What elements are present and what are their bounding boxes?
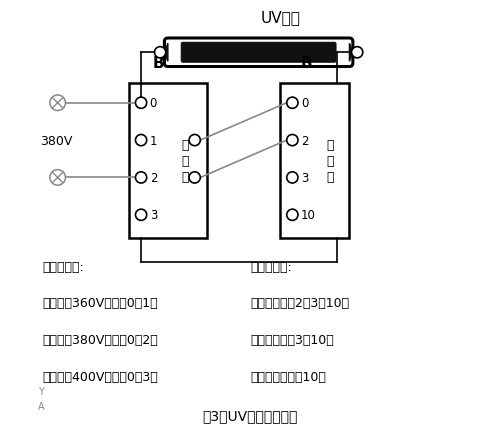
- Text: 当用弱光时，接10端: 当用弱光时，接10端: [250, 370, 326, 383]
- Circle shape: [136, 98, 146, 109]
- Text: B: B: [152, 56, 164, 70]
- Circle shape: [286, 172, 298, 184]
- Circle shape: [189, 135, 200, 146]
- FancyBboxPatch shape: [182, 43, 336, 63]
- Bar: [129, 83, 207, 239]
- Text: 当用中光时，3、10端: 当用中光时，3、10端: [250, 333, 334, 346]
- FancyBboxPatch shape: [164, 39, 353, 67]
- Text: B: B: [300, 56, 312, 70]
- Text: 变压器端子:: 变压器端子:: [42, 260, 84, 273]
- Text: 380V: 380V: [40, 134, 72, 147]
- Text: 当电压在360V时，接0、1端: 当电压在360V时，接0、1端: [42, 297, 158, 310]
- Circle shape: [286, 98, 298, 109]
- Text: 0: 0: [150, 97, 157, 110]
- Bar: [280, 83, 349, 239]
- Text: 电
容
器: 电 容 器: [326, 138, 334, 184]
- Text: 变
压
器: 变 压 器: [181, 138, 188, 184]
- Circle shape: [352, 48, 363, 59]
- Circle shape: [154, 48, 166, 59]
- Polygon shape: [350, 44, 352, 62]
- Text: 图3：UV灯接线示意图: 图3：UV灯接线示意图: [202, 408, 298, 422]
- Text: A: A: [38, 401, 45, 411]
- Text: 3: 3: [301, 171, 308, 184]
- Circle shape: [50, 96, 66, 111]
- Text: 2: 2: [150, 171, 157, 184]
- Text: 当用强光时，2、3、10端: 当用强光时，2、3、10端: [250, 297, 349, 310]
- Circle shape: [136, 210, 146, 221]
- Circle shape: [286, 135, 298, 146]
- Circle shape: [286, 210, 298, 221]
- Text: 3: 3: [150, 209, 157, 222]
- Text: Y: Y: [38, 386, 44, 396]
- Circle shape: [189, 172, 200, 184]
- Circle shape: [50, 170, 66, 186]
- Text: 10: 10: [301, 209, 316, 222]
- Text: 当电压在400V时，接0、3端: 当电压在400V时，接0、3端: [42, 370, 158, 383]
- Polygon shape: [166, 44, 168, 62]
- Text: 当电压在380V时，接0、2端: 当电压在380V时，接0、2端: [42, 333, 158, 346]
- Text: UV灯管: UV灯管: [260, 10, 300, 25]
- Circle shape: [136, 172, 146, 184]
- Text: 2: 2: [301, 134, 308, 147]
- Text: 1: 1: [150, 134, 157, 147]
- Text: 0: 0: [301, 97, 308, 110]
- Text: 电容器端子:: 电容器端子:: [250, 260, 292, 273]
- Circle shape: [136, 135, 146, 146]
